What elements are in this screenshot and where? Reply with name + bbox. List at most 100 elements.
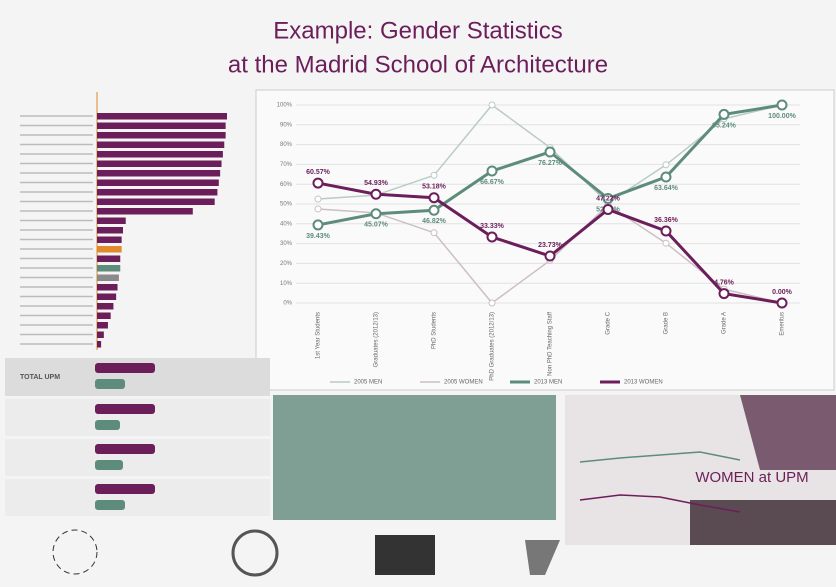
x-tick-label: Graduates (2012/13) [374,312,380,367]
y-tick-label: 50% [280,202,293,208]
bar [97,122,226,129]
bar [97,246,122,253]
data-label: 45.07% [364,222,389,229]
x-tick-label: Grade A [722,312,728,334]
point [370,208,382,220]
data-label: 54.93% [364,180,389,187]
logo [52,529,98,575]
bar [97,255,121,262]
bottom-panels: TOTAL UPM [5,358,270,516]
point [314,195,322,203]
data-label: 4.76% [714,279,735,286]
point [662,239,670,247]
y-tick-label: 70% [280,162,293,168]
point [544,146,556,158]
bar [97,198,215,205]
logo [231,529,279,577]
logo [375,535,435,575]
x-tick-label: Grade B [664,312,670,334]
y-tick-label: 60% [280,182,293,188]
people-icons [95,363,155,494]
legend-label: 2013 MEN [534,380,562,386]
panel-label: TOTAL UPM [20,374,60,381]
bar [97,132,226,139]
legend-label: 2005 WOMEN [444,380,483,386]
bar [97,303,114,310]
bar [97,322,108,329]
bar [97,312,111,319]
data-label: 36.36% [654,217,679,224]
data-label: 100.00% [768,113,796,120]
point [486,165,498,177]
data-label: 66.67% [480,179,505,186]
bar [97,341,102,348]
data-label: 46.82% [422,218,447,225]
title-line: Example: Gender Statistics [273,17,562,44]
bar [97,160,222,167]
photo-tile [740,395,836,470]
bar [97,293,117,300]
y-tick-label: 20% [280,261,293,267]
point [488,299,496,307]
data-label: 60.57% [306,169,331,176]
bar [97,331,104,338]
x-tick-label: PhD Students [432,312,438,349]
point [488,101,496,109]
data-label: 53.18% [422,184,447,191]
data-label: 23.73% [538,242,563,249]
y-tick-label: 30% [280,241,293,247]
bar [97,227,123,234]
point [314,205,322,213]
point [662,161,670,169]
bar [97,189,218,196]
point [776,99,788,111]
point [370,188,382,200]
people-icons [95,379,125,510]
y-tick-label: 90% [280,122,293,128]
data-label: 33.33% [480,223,505,230]
y-tick-label: 0% [283,301,292,307]
bar [97,265,121,272]
logo [525,540,560,575]
placeholder-box [273,395,556,520]
point [430,229,438,237]
legend-label: 2005 MEN [354,380,382,386]
point [602,204,614,216]
data-label: 39.43% [306,233,331,240]
x-tick-label: 1st Year Students [316,312,322,359]
point [544,250,556,262]
point [660,171,672,183]
y-tick-label: 80% [280,142,293,148]
title-line: at the Madrid School of Architecture [228,51,608,78]
data-label: 95.24% [712,122,737,129]
bar [97,151,223,158]
legend-label: 2013 WOMEN [624,380,663,386]
bar [97,179,219,186]
chart-panel [255,89,835,391]
y-tick-label: 40% [280,221,293,227]
x-tick-label: Non PhD Teaching Staff [548,312,554,376]
point [428,192,440,204]
bar [97,113,227,120]
x-tick-label: PhD Graduates (2012/13) [490,312,496,381]
photo-collage: WOMEN at UPM [565,395,836,545]
y-tick-label: 100% [277,103,293,109]
x-tick-label: Grade C [606,311,612,334]
bar [97,284,118,291]
point [428,204,440,216]
point [602,192,614,204]
data-label: 76.27% [538,160,563,167]
point [718,108,730,120]
point [776,297,788,309]
point [312,177,324,189]
point [660,225,672,237]
decor-line [579,494,741,513]
bar [97,208,193,215]
bar [97,274,119,281]
decor-line [579,451,741,463]
point [430,171,438,179]
logos [52,529,560,577]
bar [97,236,122,243]
x-tick-label: Emeritus [780,312,786,336]
photo-tile [690,500,836,545]
